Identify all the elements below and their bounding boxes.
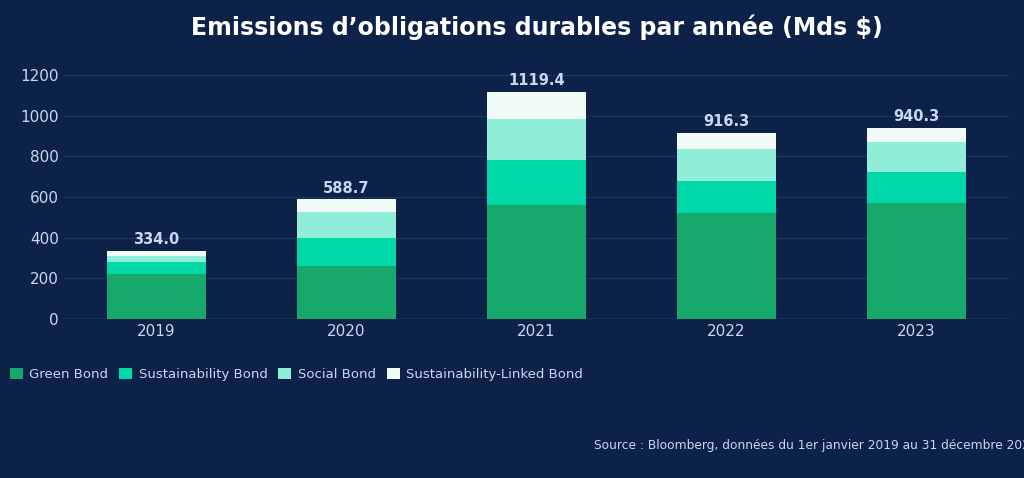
- Bar: [677, 133, 776, 149]
- Bar: [867, 172, 966, 203]
- Text: 940.3: 940.3: [894, 109, 940, 124]
- Bar: [487, 92, 586, 119]
- Bar: [106, 262, 206, 274]
- Bar: [677, 149, 776, 181]
- Text: Source : Bloomberg, données du 1er janvier 2019 au 31 décembre 2023.: Source : Bloomberg, données du 1er janvi…: [594, 439, 1024, 452]
- Bar: [106, 256, 206, 262]
- Bar: [297, 212, 396, 238]
- Bar: [106, 274, 206, 319]
- Bar: [487, 205, 586, 319]
- Text: 588.7: 588.7: [324, 181, 370, 196]
- Bar: [677, 181, 776, 213]
- Bar: [867, 128, 966, 141]
- Bar: [487, 119, 586, 161]
- Bar: [487, 161, 586, 205]
- Text: 1119.4: 1119.4: [508, 73, 565, 88]
- Text: 334.0: 334.0: [133, 232, 179, 247]
- Legend: Green Bond, Sustainability Bond, Social Bond, Sustainability-Linked Bond: Green Bond, Sustainability Bond, Social …: [4, 362, 589, 386]
- Bar: [677, 213, 776, 319]
- Bar: [297, 199, 396, 212]
- Text: 916.3: 916.3: [703, 114, 750, 129]
- Bar: [867, 141, 966, 172]
- Title: Emissions d’obligations durables par année (Mds $): Emissions d’obligations durables par ann…: [190, 15, 883, 41]
- Bar: [867, 203, 966, 319]
- Bar: [297, 238, 396, 266]
- Bar: [106, 251, 206, 256]
- Bar: [297, 266, 396, 319]
